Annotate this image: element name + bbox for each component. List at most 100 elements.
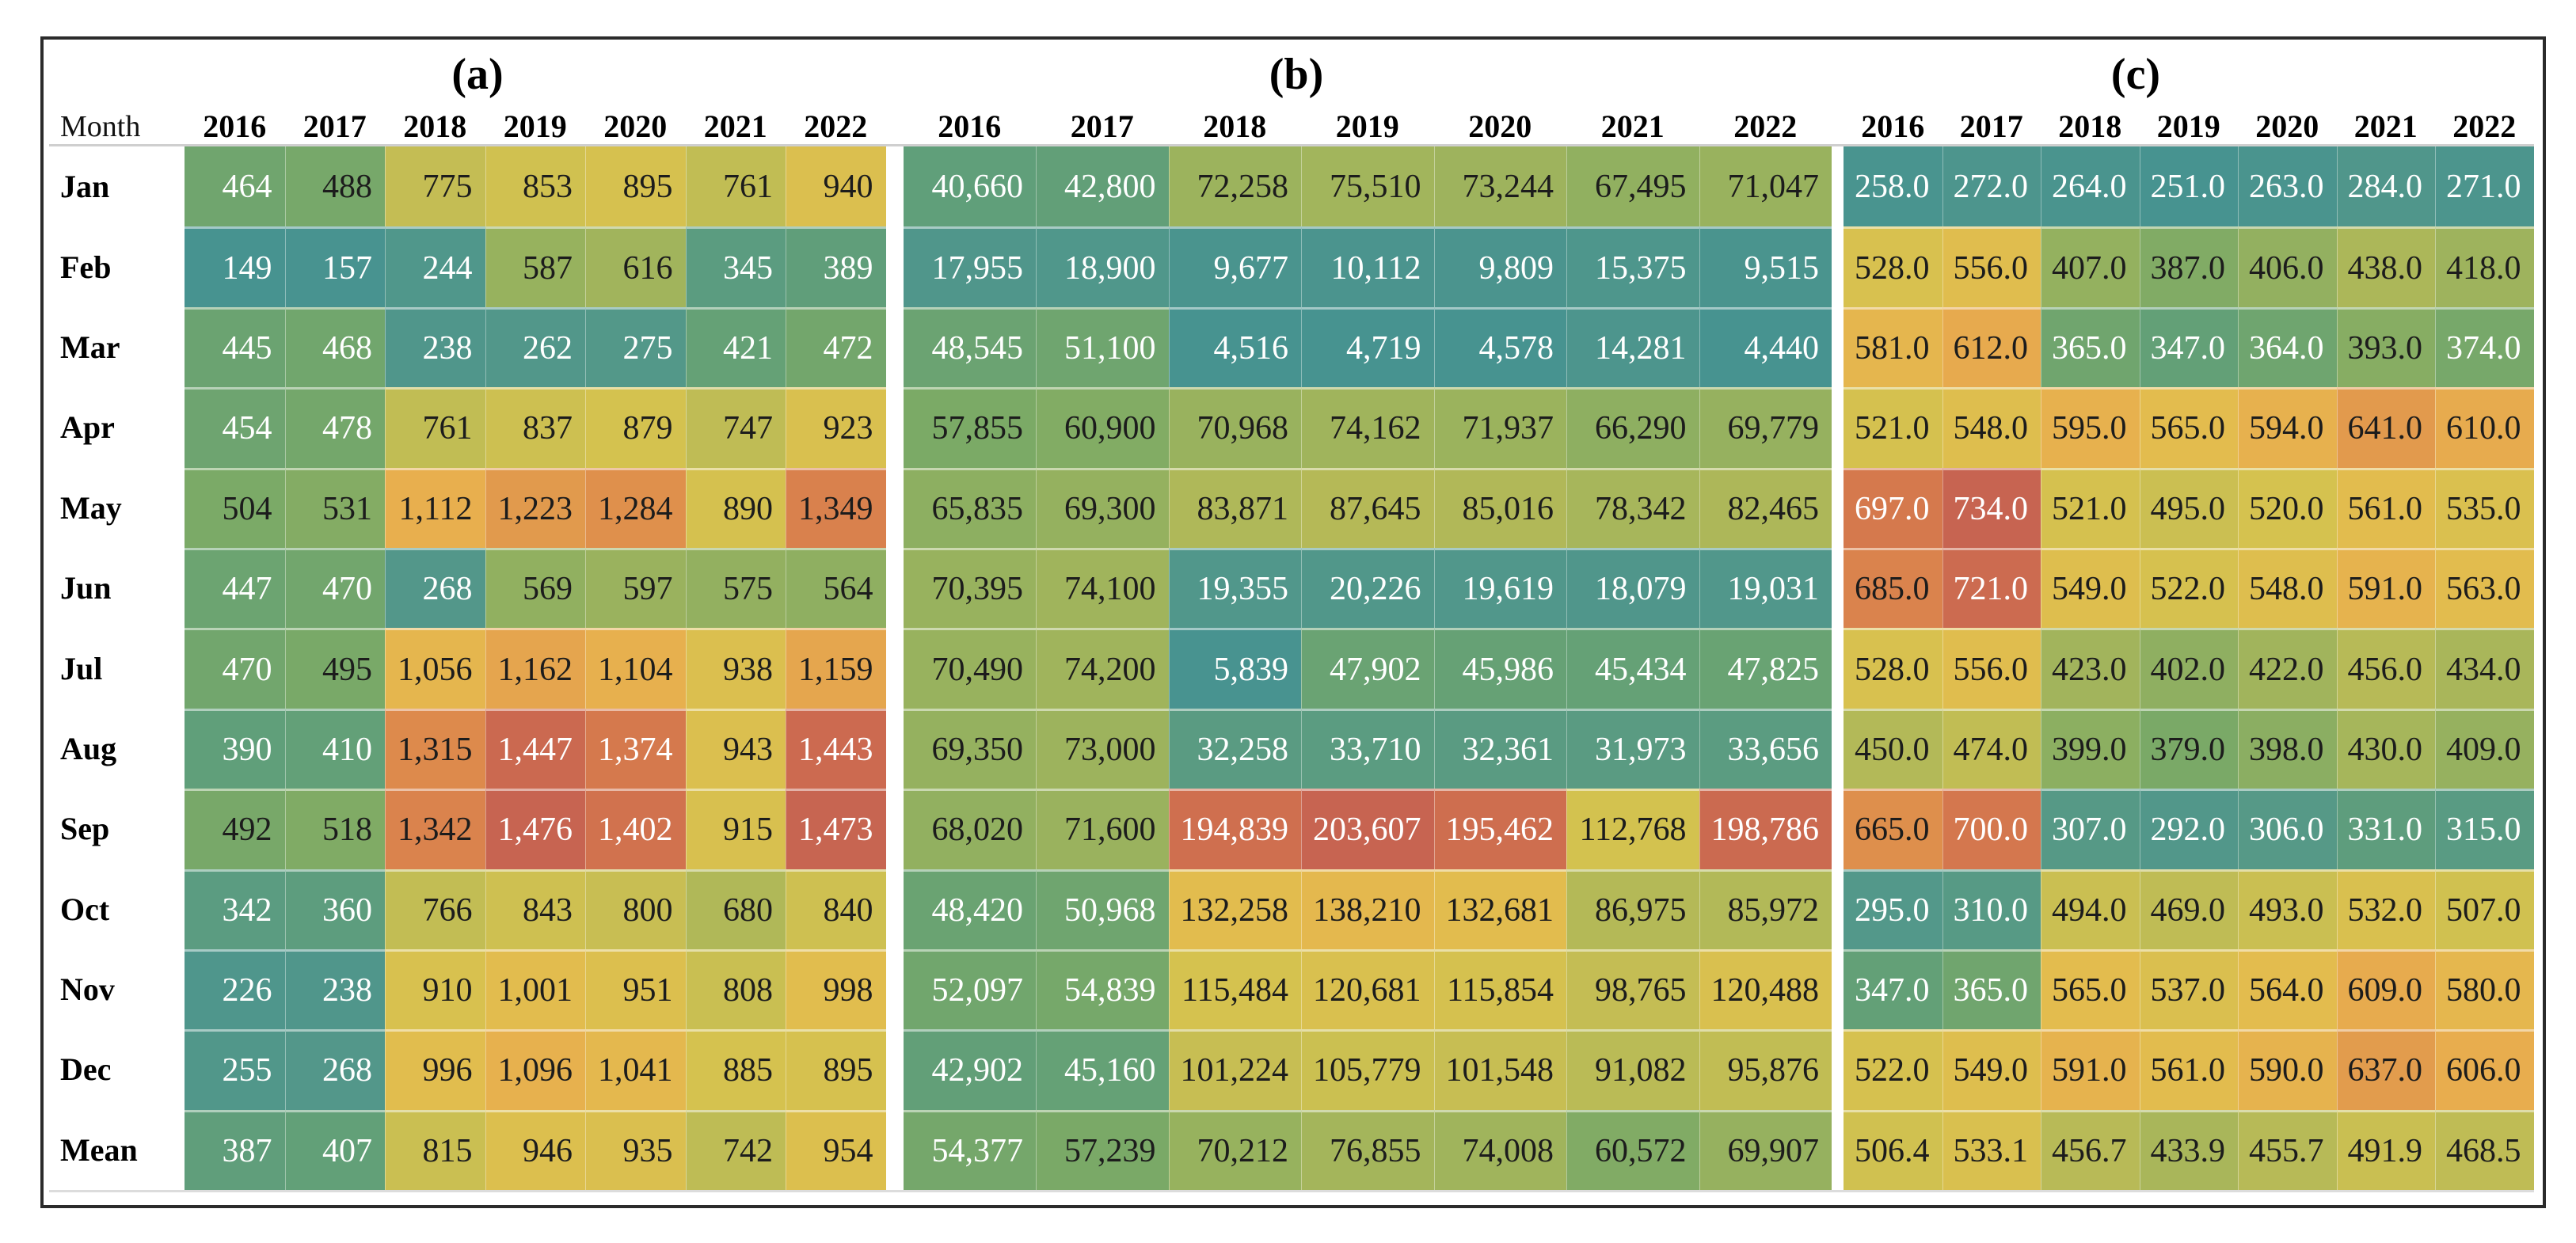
- heatmap-cell: 456.0: [2336, 628, 2435, 709]
- year-header-cell: 2018: [403, 108, 467, 144]
- heatmap-cell: 935: [585, 1109, 686, 1191]
- heatmap-cell: 591.0: [2041, 1029, 2140, 1110]
- panel-c-row-cells: 685.0 721.0 549.0 522.0 548.0 591.0 563.0: [1844, 547, 2534, 629]
- month-row-label: Dec: [49, 1029, 185, 1110]
- heatmap-cell: 879: [585, 387, 686, 468]
- month-row-label: Nov: [49, 948, 185, 1030]
- heatmap-cell: 32,258: [1168, 708, 1301, 789]
- heatmap-cell: 69,350: [903, 708, 1036, 789]
- heatmap-row-oct: Oct 342 360 766 843 800 680 840 48,420 50,968 132,…: [49, 869, 2543, 949]
- heatmap-cell: 45,986: [1433, 628, 1566, 709]
- heatmap-cell: 549.0: [2041, 547, 2140, 629]
- year-header-cell: 2017: [302, 108, 367, 144]
- heatmap-cell: 86,975: [1566, 869, 1699, 949]
- heatmap-cell: 264.0: [2041, 146, 2140, 227]
- heatmap-row-mean: Mean 387 407 815 946 935 742 954 54,377 57,239 70,…: [49, 1109, 2543, 1191]
- heatmap-cell: 580.0: [2435, 948, 2534, 1030]
- heatmap-cell: 195,462: [1433, 789, 1566, 869]
- heatmap-cell: 310.0: [1942, 869, 2041, 949]
- heatmap-cell: 590.0: [2238, 1029, 2337, 1110]
- heatmap-cell: 595.0: [2041, 387, 2140, 468]
- heatmap-cell: 418.0: [2435, 226, 2534, 307]
- heatmap-cell: 407.0: [2041, 226, 2140, 307]
- year-headers-panel-b: 2016 2017 2018 2019 2020 2021 2022: [904, 109, 1832, 144]
- heatmap-cell: 9,677: [1168, 226, 1301, 307]
- panel-c-row-cells: 528.0 556.0 407.0 387.0 406.0 438.0 418.0: [1844, 226, 2534, 307]
- year-header-cell: 2021: [2353, 108, 2418, 144]
- panel-b-row-cells: 57,855 60,900 70,968 74,162 71,937 66,290 69,7…: [903, 387, 1832, 468]
- panel-b-row-cells: 42,902 45,160 101,224 105,779 101,548 91,082 9…: [903, 1029, 1832, 1110]
- heatmap-cell: 57,239: [1036, 1109, 1169, 1191]
- heatmap-cell: 470: [284, 547, 385, 629]
- panel-b-row-cells: 40,660 42,800 72,258 75,510 73,244 67,495 71,0…: [903, 146, 1832, 227]
- heatmap-cell: 365.0: [1942, 948, 2041, 1030]
- heatmap-cell: 946: [485, 1109, 585, 1191]
- heatmap-cell: 390: [185, 708, 285, 789]
- heatmap-cell: 51,100: [1036, 306, 1169, 388]
- heatmap-cell: 522.0: [1844, 1029, 1942, 1110]
- heatmap-cell: 1,001: [485, 948, 585, 1030]
- heatmap-cell: 120,488: [1699, 948, 1832, 1030]
- heatmap-cell: 998: [786, 948, 886, 1030]
- heatmap-cell: 494.0: [2041, 869, 2140, 949]
- heatmap-cell: 85,016: [1433, 467, 1566, 548]
- panel-c-row-cells: 258.0 272.0 264.0 251.0 263.0 284.0 271.0: [1844, 146, 2534, 227]
- month-row-label: Apr: [49, 387, 185, 468]
- heatmap-cell: 1,056: [385, 628, 485, 709]
- panel-c-row-cells: 521.0 548.0 595.0 565.0 594.0 641.0 610.0: [1844, 387, 2534, 468]
- heatmap-cell: 101,224: [1168, 1029, 1301, 1110]
- heatmap-cell: 82,465: [1699, 467, 1832, 548]
- heatmap-cell: 50,968: [1036, 869, 1169, 949]
- heatmap-cell: 450.0: [1844, 708, 1942, 789]
- heatmap-cell: 18,079: [1566, 547, 1699, 629]
- heatmap-cell: 74,100: [1036, 547, 1169, 629]
- year-header-cell: 2020: [2255, 108, 2319, 144]
- heatmap-row-feb: Feb 149 157 244 587 616 345 389 17,955 18,900 9,67…: [49, 226, 2543, 307]
- heatmap-cell: 47,902: [1301, 628, 1434, 709]
- heatmap-cell: 528.0: [1844, 226, 1942, 307]
- heatmap-cell: 149: [185, 226, 285, 307]
- heatmap-cell: 890: [685, 467, 786, 548]
- panel-b-row-cells: 68,020 71,600 194,839 203,607 195,462 112,768…: [903, 789, 1832, 869]
- heatmap-cell: 73,244: [1433, 146, 1566, 227]
- heatmap-cell: 610.0: [2435, 387, 2534, 468]
- heatmap-cell: 14,281: [1566, 306, 1699, 388]
- heatmap-cell: 597: [585, 547, 686, 629]
- heatmap-row-mar: Mar 445 468 238 262 275 421 472 48,545 51,100 4,51…: [49, 306, 2543, 388]
- heatmap-cell: 364.0: [2238, 306, 2337, 388]
- heatmap-cell: 518: [284, 789, 385, 869]
- heatmap-cell: 531: [284, 467, 385, 548]
- heatmap-cell: 198,786: [1699, 789, 1832, 869]
- heatmap-cell: 455.7: [2238, 1109, 2337, 1191]
- heatmap-cell: 493.0: [2238, 869, 2337, 949]
- header-rule: [49, 144, 2534, 146]
- panel-c-row-cells: 665.0 700.0 307.0 292.0 306.0 331.0 315.0: [1844, 789, 2534, 869]
- heatmap-cell: 895: [786, 1029, 886, 1110]
- heatmap-cell: 468.5: [2435, 1109, 2534, 1191]
- heatmap-cell: 1,443: [786, 708, 886, 789]
- heatmap-cell: 537.0: [2139, 948, 2238, 1030]
- heatmap-cell: 456.7: [2041, 1109, 2140, 1191]
- heatmap-cell: 843: [485, 869, 585, 949]
- heatmap-cell: 409.0: [2435, 708, 2534, 789]
- heatmap-cell: 17,955: [903, 226, 1036, 307]
- heatmap-cell: 563.0: [2435, 547, 2534, 629]
- heatmap-cell: 1,223: [485, 467, 585, 548]
- year-headers-panel-a: 2016 2017 2018 2019 2020 2021 2022: [185, 109, 886, 144]
- heatmap-cell: 606.0: [2435, 1029, 2534, 1110]
- heatmap-cell: 910: [385, 948, 485, 1030]
- heatmap-figure-frame: (a) (b) (c) Month 2016 2017 2018 2019 2020 20…: [40, 36, 2546, 1208]
- heatmap-cell: 612.0: [1942, 306, 2041, 388]
- month-row-label: May: [49, 467, 185, 548]
- heatmap-cell: 5,839: [1168, 628, 1301, 709]
- heatmap-cell: 495.0: [2139, 467, 2238, 548]
- heatmap-cell: 69,779: [1699, 387, 1832, 468]
- heatmap-cell: 365.0: [2041, 306, 2140, 388]
- heatmap-cell: 721.0: [1942, 547, 2041, 629]
- heatmap-cell: 469.0: [2139, 869, 2238, 949]
- heatmap-cell: 454: [185, 387, 285, 468]
- heatmap-cell: 549.0: [1942, 1029, 2041, 1110]
- heatmap-cell: 522.0: [2139, 547, 2238, 629]
- heatmap-cell: 575: [685, 547, 786, 629]
- heatmap-cell: 565.0: [2041, 948, 2140, 1030]
